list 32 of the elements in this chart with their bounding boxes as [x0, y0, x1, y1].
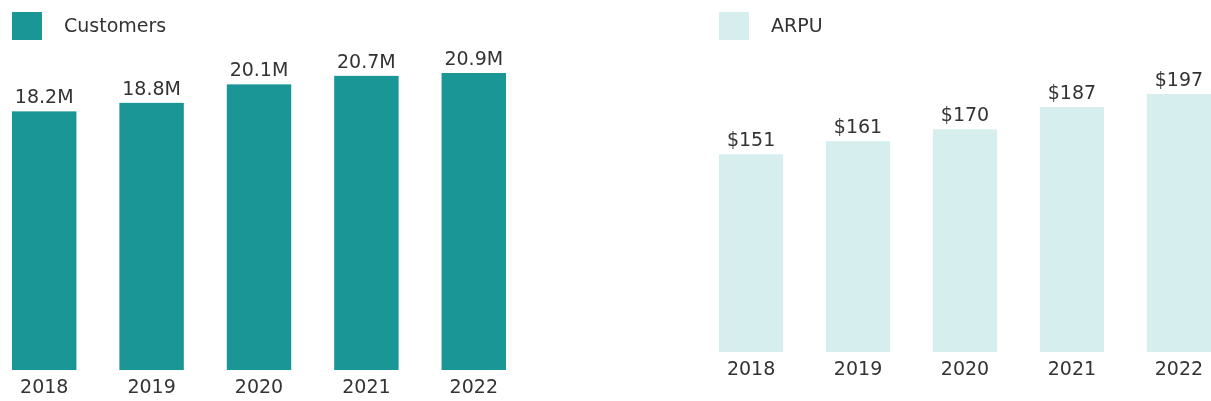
data-label: $161: [833, 115, 883, 138]
data-label: 18.8M: [122, 76, 181, 99]
bar: [441, 73, 506, 370]
x-tick-label: 2020: [234, 375, 284, 398]
bar: [1039, 107, 1105, 352]
bar: [719, 154, 784, 352]
data-label: 20.7M: [337, 49, 396, 72]
data-label: 20.1M: [229, 58, 289, 81]
bar: [119, 102, 184, 370]
bar: [334, 75, 399, 370]
bar: [932, 129, 998, 352]
x-tick-label: 2021: [342, 375, 391, 398]
x-tick-label: 2019: [127, 375, 176, 398]
legend-label: ARPU: [771, 14, 823, 36]
x-tick-label: 2021: [1047, 357, 1097, 380]
data-label: $170: [940, 103, 990, 126]
bar: [825, 141, 891, 352]
x-tick-label: 2022: [1154, 357, 1204, 380]
data-label: $151: [726, 128, 776, 151]
bar: [12, 111, 77, 370]
x-tick-label: 2018: [726, 357, 776, 380]
data-label: 20.9M: [444, 47, 504, 69]
x-tick-label: 2022: [449, 375, 498, 398]
x-tick-label: 2019: [833, 357, 883, 380]
data-label: $187: [1047, 81, 1097, 104]
x-tick-label: 2018: [20, 375, 69, 398]
x-tick-label: 2020: [940, 357, 990, 380]
legend-label: Customers: [64, 14, 167, 36]
data-label: $197: [1154, 68, 1204, 90]
bar: [226, 84, 292, 370]
bar: [1146, 94, 1211, 352]
data-label: 18.2M: [14, 85, 74, 108]
